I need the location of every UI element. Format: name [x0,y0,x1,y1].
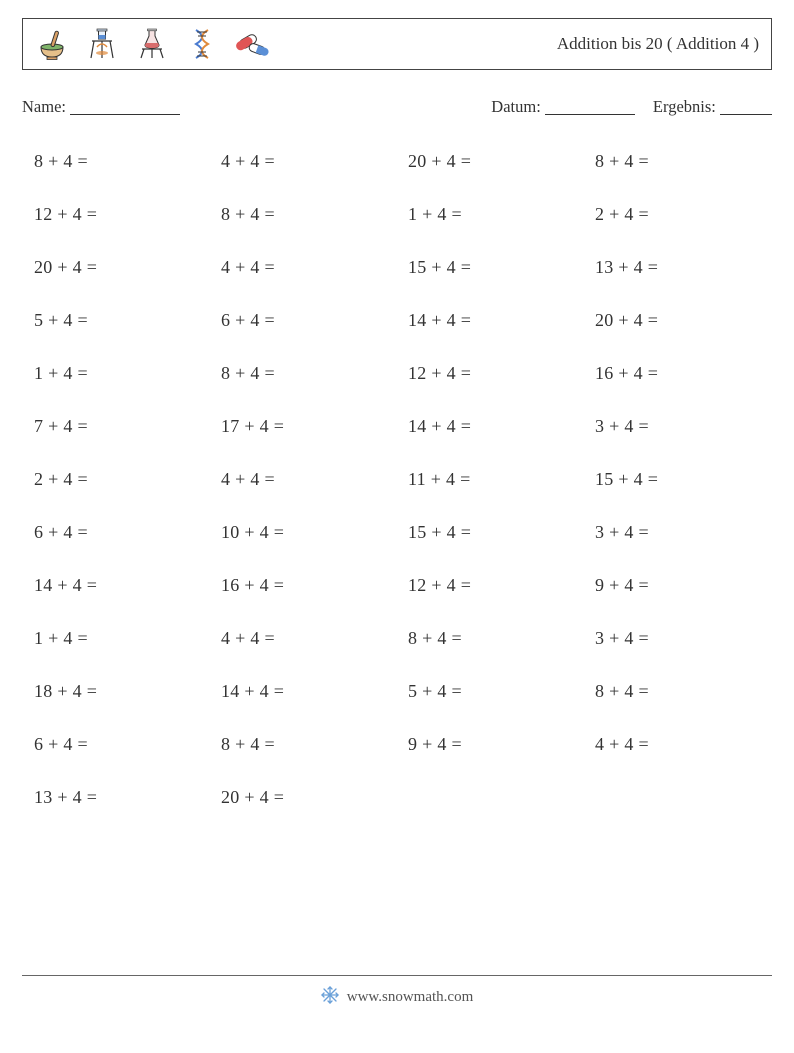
problem-cell: 10 + 4 = [221,522,398,543]
problem-cell: 12 + 4 = [408,575,585,596]
problem-cell: 1 + 4 = [34,363,211,384]
name-field: Name: [22,94,180,117]
problem-cell: 12 + 4 = [408,363,585,384]
name-label: Name: [22,97,66,116]
problem-cell: 13 + 4 = [34,787,211,808]
problem-cell: 6 + 4 = [221,310,398,331]
mortar-pestle-icon [35,27,69,61]
snowflake-icon [321,986,339,1009]
problem-cell: 14 + 4 = [408,310,585,331]
problem-cell: 4 + 4 = [221,628,398,649]
problem-cell: 13 + 4 = [595,257,772,278]
problem-cell: 8 + 4 = [408,628,585,649]
problem-cell: 14 + 4 = [34,575,211,596]
problem-cell: 1 + 4 = [34,628,211,649]
problem-cell: 14 + 4 = [408,416,585,437]
result-blank[interactable] [720,97,772,115]
problem-cell: 17 + 4 = [221,416,398,437]
pills-icon [235,27,269,61]
problem-cell: 7 + 4 = [34,416,211,437]
problem-cell [595,787,772,808]
result-label: Ergebnis: [653,97,716,116]
problem-cell: 5 + 4 = [408,681,585,702]
dna-helix-icon [185,27,219,61]
problem-cell: 20 + 4 = [408,151,585,172]
problem-cell: 8 + 4 = [595,681,772,702]
problem-cell: 9 + 4 = [408,734,585,755]
beaker-stand-icon [135,27,169,61]
problem-cell: 8 + 4 = [221,363,398,384]
problem-cell: 12 + 4 = [34,204,211,225]
problem-cell: 4 + 4 = [221,469,398,490]
date-label: Datum: [491,97,541,116]
problem-cell: 16 + 4 = [595,363,772,384]
problem-cell: 15 + 4 = [408,257,585,278]
problem-cell: 5 + 4 = [34,310,211,331]
problem-cell: 3 + 4 = [595,522,772,543]
problems-grid: 8 + 4 = 4 + 4 = 20 + 4 = 8 + 4 = 12 + 4 = 8 +… [22,151,772,808]
result-field: Ergebnis: [653,94,772,117]
problem-cell: 3 + 4 = [595,628,772,649]
date-blank[interactable] [545,97,635,115]
problem-cell: 14 + 4 = [221,681,398,702]
problem-cell: 2 + 4 = [595,204,772,225]
problem-cell: 4 + 4 = [221,151,398,172]
flask-stand-icon [85,27,119,61]
problem-cell: 9 + 4 = [595,575,772,596]
info-row: Name: Datum: Ergebnis: [22,94,772,117]
header-icons [35,27,269,61]
worksheet-title: Addition bis 20 ( Addition 4 ) [557,34,759,54]
problem-cell: 8 + 4 = [595,151,772,172]
problem-cell: 16 + 4 = [221,575,398,596]
problem-cell: 1 + 4 = [408,204,585,225]
problem-cell: 4 + 4 = [595,734,772,755]
problem-cell: 6 + 4 = [34,734,211,755]
footer-text: www.snowmath.com [347,989,474,1006]
footer: www.snowmath.com [22,975,772,1009]
date-field: Datum: [491,94,635,117]
problem-cell: 18 + 4 = [34,681,211,702]
problem-cell: 6 + 4 = [34,522,211,543]
worksheet-header: Addition bis 20 ( Addition 4 ) [22,18,772,70]
problem-cell: 15 + 4 = [595,469,772,490]
problem-cell: 8 + 4 = [221,734,398,755]
name-blank[interactable] [70,97,180,115]
problem-cell: 2 + 4 = [34,469,211,490]
problem-cell: 15 + 4 = [408,522,585,543]
problem-cell: 4 + 4 = [221,257,398,278]
problem-cell: 3 + 4 = [595,416,772,437]
problem-cell: 20 + 4 = [595,310,772,331]
problem-cell [408,787,585,808]
problem-cell: 20 + 4 = [34,257,211,278]
problem-cell: 8 + 4 = [34,151,211,172]
problem-cell: 11 + 4 = [408,469,585,490]
problem-cell: 20 + 4 = [221,787,398,808]
problem-cell: 8 + 4 = [221,204,398,225]
